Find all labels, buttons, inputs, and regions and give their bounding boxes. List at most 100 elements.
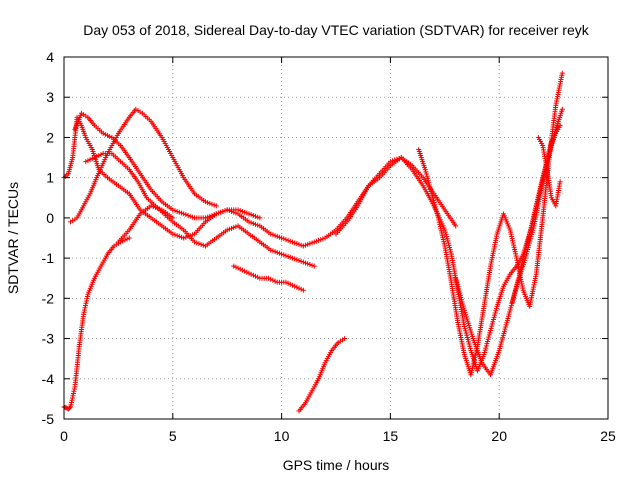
data-point bbox=[445, 240, 451, 246]
data-point bbox=[292, 256, 298, 262]
data-point bbox=[218, 209, 224, 215]
data-point bbox=[522, 247, 528, 253]
data-point bbox=[272, 249, 278, 255]
data-point bbox=[105, 132, 111, 138]
data-point bbox=[229, 225, 235, 231]
data-point bbox=[300, 287, 306, 293]
data-point bbox=[272, 233, 278, 239]
data-point bbox=[294, 284, 300, 290]
data-point bbox=[525, 238, 531, 244]
data-point bbox=[425, 175, 431, 181]
x-tick-label: 10 bbox=[274, 428, 290, 444]
data-point bbox=[207, 200, 213, 206]
axis-ticks bbox=[63, 56, 609, 420]
data-point bbox=[237, 266, 243, 272]
data-point bbox=[309, 262, 315, 268]
data-point bbox=[298, 258, 304, 264]
data-point bbox=[211, 202, 217, 208]
data-point bbox=[250, 272, 256, 278]
x-axis-label: GPS time / hours bbox=[283, 457, 390, 473]
data-point bbox=[390, 158, 396, 164]
data-point bbox=[515, 277, 521, 283]
data-point bbox=[515, 280, 521, 286]
data-point bbox=[102, 131, 108, 137]
data-point bbox=[98, 152, 104, 158]
data-point bbox=[434, 211, 440, 217]
data-point bbox=[215, 210, 221, 216]
data-point bbox=[248, 271, 254, 277]
data-point bbox=[292, 240, 298, 246]
data-point bbox=[509, 299, 515, 305]
data-point bbox=[296, 285, 302, 291]
data-point bbox=[313, 238, 319, 244]
data-point bbox=[222, 208, 228, 214]
data-point bbox=[424, 173, 430, 179]
data-point bbox=[226, 208, 232, 214]
data-point bbox=[285, 237, 291, 243]
data-point bbox=[426, 182, 432, 188]
data-point bbox=[557, 179, 563, 185]
data-point bbox=[510, 295, 516, 301]
data-point bbox=[213, 203, 219, 209]
data-point bbox=[442, 227, 448, 233]
data-point bbox=[484, 341, 490, 347]
series-track-6 bbox=[115, 203, 176, 245]
data-point bbox=[425, 178, 431, 184]
data-point bbox=[124, 236, 130, 242]
x-tick-label: 5 bbox=[169, 428, 177, 444]
data-point bbox=[266, 275, 272, 281]
data-point bbox=[485, 336, 491, 342]
series-track-1 bbox=[61, 235, 132, 412]
series-track-5 bbox=[83, 151, 317, 269]
data-point bbox=[287, 281, 293, 287]
data-point bbox=[524, 240, 530, 246]
data-point bbox=[429, 193, 435, 199]
data-point bbox=[528, 225, 534, 231]
data-point bbox=[307, 262, 313, 268]
data-point bbox=[466, 339, 472, 345]
data-point bbox=[172, 232, 178, 238]
data-point bbox=[229, 208, 235, 214]
data-point bbox=[320, 236, 326, 242]
data-point bbox=[281, 236, 287, 242]
data-point bbox=[431, 200, 437, 206]
data-point bbox=[489, 323, 495, 329]
data-point bbox=[528, 227, 534, 233]
data-point bbox=[442, 229, 448, 235]
data-point bbox=[66, 405, 72, 411]
data-point bbox=[513, 284, 519, 290]
data-point bbox=[270, 248, 276, 254]
data-point bbox=[465, 337, 471, 343]
data-point bbox=[445, 238, 451, 244]
data-point bbox=[107, 133, 113, 139]
data-point bbox=[461, 323, 467, 329]
data-point bbox=[467, 345, 473, 351]
series-track-3 bbox=[68, 106, 219, 225]
data-point bbox=[239, 208, 245, 214]
data-point bbox=[207, 213, 213, 219]
data-point bbox=[482, 349, 488, 355]
data-point bbox=[250, 212, 256, 218]
data-point bbox=[274, 233, 280, 239]
data-point bbox=[283, 253, 289, 259]
data-point bbox=[525, 236, 531, 242]
data-point bbox=[387, 159, 393, 165]
data-point bbox=[453, 223, 459, 229]
data-point bbox=[181, 235, 187, 241]
data-point bbox=[209, 212, 215, 218]
data-point bbox=[300, 259, 306, 265]
data-point bbox=[289, 282, 295, 288]
data-point bbox=[490, 319, 496, 325]
data-point bbox=[488, 325, 494, 331]
data-point bbox=[257, 215, 263, 221]
y-tick-label: -3 bbox=[42, 331, 55, 347]
data-point bbox=[226, 226, 232, 232]
data-point bbox=[283, 279, 289, 285]
data-point bbox=[170, 207, 176, 213]
data-point bbox=[559, 70, 565, 76]
data-point bbox=[179, 234, 185, 240]
data-point bbox=[250, 221, 256, 227]
data-point bbox=[281, 252, 287, 258]
data-point bbox=[294, 257, 300, 263]
data-point bbox=[435, 213, 441, 219]
